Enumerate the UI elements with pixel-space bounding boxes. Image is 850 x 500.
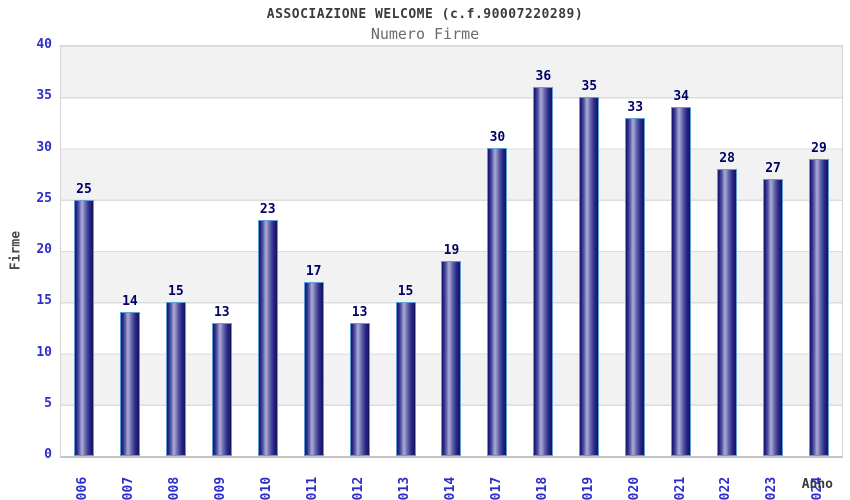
x-tick-cell: 2017: [473, 459, 519, 500]
bar: [625, 118, 646, 456]
bar: [349, 323, 370, 456]
bar: [395, 302, 416, 456]
bar: [73, 200, 94, 456]
chart-title: ASSOCIAZIONE WELCOME (c.f.90007220289): [266, 7, 584, 22]
bar: [808, 159, 829, 456]
x-tick-label: 2023: [764, 476, 780, 500]
bar: [119, 312, 140, 456]
y-tick-label: 35: [36, 88, 52, 104]
x-tick-label: 2019: [580, 476, 596, 500]
bar-value-label: 33: [627, 100, 644, 115]
x-tick-label: 2007: [121, 476, 137, 500]
x-tick-label: 2014: [442, 476, 458, 500]
bar-column-2014: 19: [429, 244, 475, 456]
x-tick-cell: 2009: [198, 459, 244, 500]
x-tick-label: 2012: [351, 476, 367, 500]
x-tick-cell: 2021: [657, 459, 703, 500]
bar-column-2010: 23: [245, 203, 291, 456]
bar: [533, 87, 554, 456]
bar-value-label: 30: [489, 130, 506, 145]
bar: [717, 169, 738, 456]
x-tick-cell: 2006: [60, 459, 106, 500]
bar-value-label: 36: [535, 69, 552, 84]
bar-column-2018: 36: [520, 70, 566, 456]
x-tick-cell: 2020: [611, 459, 657, 500]
x-tick-label: 2018: [534, 476, 550, 500]
y-tick-label: 30: [36, 139, 52, 155]
bar: [441, 261, 462, 456]
bar-value-label: 13: [213, 305, 230, 320]
bar: [487, 148, 508, 456]
bar: [763, 179, 784, 456]
x-tick-cell: 2022: [703, 459, 749, 500]
y-tick-label: 20: [36, 242, 52, 257]
x-tick-label: 2021: [672, 476, 688, 500]
bar-value-label: 25: [76, 182, 92, 197]
bar: [303, 282, 324, 456]
x-tick-cell: 2012: [336, 459, 382, 500]
y-tick-label: 15: [36, 293, 52, 309]
x-tick-cell: 2019: [565, 459, 611, 500]
x-axis-ticks: 2006 2007 2008 2009 2010 2011 2012 2013 2014 2017…: [60, 459, 841, 500]
x-axis-label: Anno: [801, 477, 833, 492]
bar-value-label: 17: [305, 264, 322, 279]
bar-value-label: 27: [765, 161, 781, 176]
bar-column-2009: 13: [199, 306, 245, 456]
bar-column-2008: 15: [153, 285, 199, 456]
bar: [165, 302, 186, 456]
bar-value-label: 15: [397, 284, 414, 299]
x-tick-label: 2009: [213, 476, 229, 500]
bar-value-label: 34: [673, 89, 689, 104]
y-tick-label: 0: [44, 447, 52, 462]
x-tick-cell: 2014: [428, 459, 474, 500]
y-tick-label: 10: [36, 344, 52, 360]
x-tick-label: 2010: [259, 476, 275, 500]
x-tick-label: 2013: [397, 476, 413, 500]
bar-value-label: 23: [259, 202, 276, 217]
bar-value-label: 13: [351, 305, 368, 320]
bar-value-label: 19: [443, 243, 460, 258]
x-tick-label: 2017: [488, 476, 504, 500]
x-tick-cell: 2011: [290, 459, 336, 500]
plot-area: 25 14 15 13 23 17 13 15 19 30 36 35 33 34 28 27 29: [60, 45, 843, 458]
bar: [671, 107, 692, 456]
bar: [257, 220, 278, 456]
bar-column-2006: 25: [61, 183, 107, 456]
x-tick-label: 2006: [75, 476, 91, 500]
bar-value-label: 29: [811, 141, 827, 156]
bar-value-label: 15: [168, 284, 184, 299]
bar-column-2023: 27: [750, 162, 796, 456]
bar-column-2019: 35: [566, 80, 612, 456]
x-tick-cell: 2018: [519, 459, 565, 500]
x-tick-label: 2020: [626, 476, 642, 500]
bar-column-2022: 28: [704, 152, 750, 456]
x-tick-cell: 2007: [106, 459, 152, 500]
bar: [211, 323, 232, 456]
y-tick-label: 25: [36, 190, 52, 206]
x-tick-label: 2008: [167, 476, 183, 500]
x-tick-cell: 2008: [152, 459, 198, 500]
bar-column-2013: 15: [383, 285, 429, 456]
bar-value-label: 35: [581, 79, 598, 94]
bar-column-2020: 33: [612, 101, 658, 456]
bars-container: 25 14 15 13 23 17 13 15 19 30 36 35 33 34 28 27 29: [61, 46, 842, 456]
bar: [579, 97, 600, 456]
x-tick-label: 2011: [305, 476, 321, 500]
bar-column-2024: 29: [796, 142, 842, 456]
x-tick-label: 2022: [718, 476, 734, 500]
bar-column-2011: 17: [291, 265, 337, 456]
bar-column-2021: 34: [658, 90, 704, 456]
bar-column-2017: 30: [474, 131, 520, 456]
bar-value-label: 28: [719, 151, 735, 166]
x-tick-cell: 2010: [244, 459, 290, 500]
y-tick-label: 40: [36, 37, 52, 52]
y-tick-label: 5: [44, 395, 52, 411]
bar-column-2007: 14: [107, 295, 153, 456]
x-tick-cell: 2013: [382, 459, 428, 500]
x-tick-cell: 2023: [749, 459, 795, 500]
bar-value-label: 14: [122, 294, 138, 309]
chart-subtitle: Numero Firme: [370, 25, 480, 43]
bar-column-2012: 13: [337, 306, 383, 456]
